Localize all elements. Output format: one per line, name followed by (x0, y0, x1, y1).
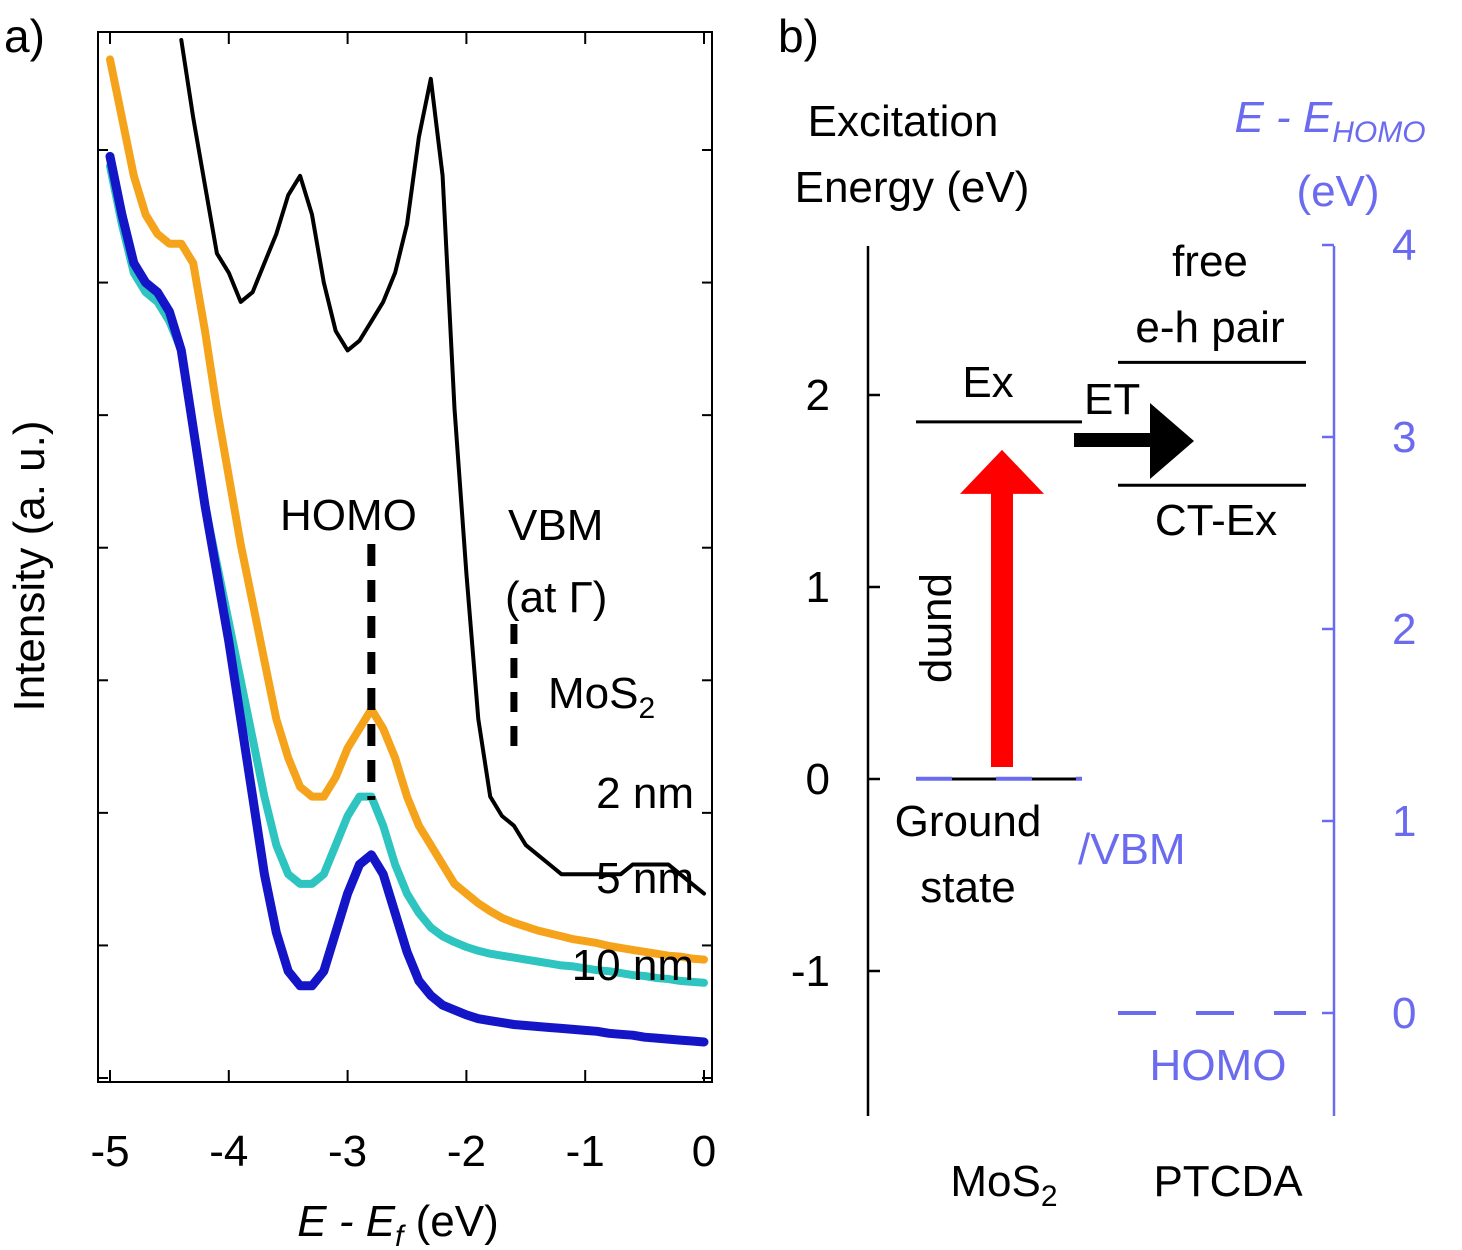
panel-a-label: a) (4, 10, 45, 62)
ground-state-label-line-1: Ground (895, 797, 1042, 846)
left-axis-tick-label: 1 (806, 563, 830, 612)
panel-a-x-axis-label: E - Ef (eV) (297, 1197, 499, 1250)
series-label-5nm: 5 nm (596, 854, 694, 903)
pump-arrow-shaft (991, 491, 1013, 767)
series-line-10nm (105, 151, 709, 1047)
et-arrow-shaft (1074, 433, 1160, 447)
right-axis-title-line-2: (eV) (1296, 167, 1379, 216)
series-label-mos2: MoS2 (548, 669, 655, 725)
right-axis-tick-label: 1 (1392, 797, 1416, 846)
right-axis-title-line-1: E - EHOMO (1234, 93, 1425, 149)
right-axis-tick-label: 0 (1392, 989, 1416, 1038)
ptcda-column-label: PTCDA (1153, 1157, 1303, 1206)
et-label: ET (1084, 375, 1140, 424)
panel-b-label: b) (778, 10, 819, 62)
right-energy-axis-ticks: 0 1 2 3 4 (1322, 221, 1416, 1038)
series-label-10nm: 10 nm (572, 941, 694, 990)
pump-arrow (960, 449, 1044, 767)
panel-a-y-axis-label: Intensity (a. u.) (5, 420, 54, 711)
panel-a-x-tick-label: -1 (566, 1127, 605, 1176)
vbm-gamma-annotation-label: (at Γ) (505, 573, 607, 622)
panel-a-x-tick-label: -2 (447, 1127, 486, 1176)
panel-a-x-tick-label: -4 (209, 1127, 248, 1176)
vbm-level-label: /VBM (1078, 825, 1186, 874)
homo-annotation-label: HOMO (280, 491, 417, 540)
panel-a-x-tick-label: 0 (692, 1127, 716, 1176)
series-line-mos2 (179, 38, 706, 896)
right-axis-tick-label: 4 (1392, 221, 1416, 270)
ct-ex-level-label: CT-Ex (1155, 496, 1277, 545)
mos2-column-label: MoS2 (950, 1157, 1057, 1213)
panel-a-y-ticks (98, 149, 712, 1079)
panel-a-plot-frame (97, 31, 713, 1083)
pump-label: pump (918, 573, 967, 683)
panel-a-spectra-chart: a) -5 -4 -3 -2 -1 0 Intensity (a. u.) E - Ef … (4, 10, 716, 1250)
et-arrow (1074, 403, 1194, 479)
ground-state-label-line-2: state (920, 863, 1015, 912)
panel-a-x-tick-label: -3 (328, 1127, 367, 1176)
free-eh-pair-label-line-1: free (1172, 237, 1248, 286)
energy-levels (916, 360, 1306, 1015)
panel-b-energy-diagram: b) Excitation Energy (eV) E - EHOMO (eV)… (778, 10, 1426, 1213)
panel-a-x-tick-label: -5 (90, 1127, 129, 1176)
pump-arrow-head (960, 449, 1044, 494)
left-axis-tick-label: 0 (806, 755, 830, 804)
series-label-2nm: 2 nm (596, 769, 694, 818)
left-energy-axis-ticks: -1 0 1 2 (791, 371, 880, 996)
vbm-annotation-label: VBM (508, 501, 603, 550)
homo-level-label: HOMO (1150, 1041, 1287, 1090)
right-axis-tick-label: 2 (1392, 605, 1416, 654)
panel-a-x-ticks: -5 -4 -3 -2 -1 0 (90, 32, 716, 1176)
panel-a-marker-lines (367, 544, 518, 800)
ex-level-label: Ex (962, 358, 1013, 407)
series-line-2nm (106, 55, 708, 964)
left-axis-title-line-1: Excitation (808, 97, 999, 146)
et-arrow-head (1150, 403, 1194, 479)
panel-a-series-group (105, 38, 709, 1047)
left-axis-title-line-2: Energy (eV) (795, 163, 1030, 212)
free-eh-pair-label-line-2: e-h pair (1135, 303, 1284, 352)
left-axis-tick-label: -1 (791, 947, 830, 996)
left-axis-tick-label: 2 (806, 371, 830, 420)
right-axis-tick-label: 3 (1392, 413, 1416, 462)
